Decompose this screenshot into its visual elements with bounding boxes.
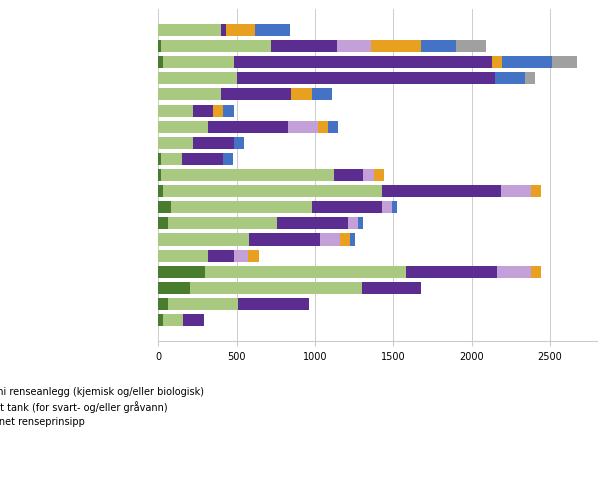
Bar [374,170,384,182]
Bar [158,314,163,326]
Bar [364,170,374,182]
Bar [158,57,163,69]
Bar [501,186,531,198]
Bar [205,266,406,278]
Bar [348,218,358,230]
Bar [288,122,318,133]
Bar [358,218,363,230]
Bar [158,234,249,246]
Bar [158,282,189,294]
Bar [237,73,495,85]
Bar [158,41,161,53]
Bar [382,186,501,198]
Bar [233,57,492,69]
Bar [167,298,238,310]
Bar [312,89,332,102]
Bar [271,41,337,53]
Bar [158,154,161,165]
Bar [552,57,577,69]
Bar [222,154,233,165]
Bar [350,234,355,246]
Bar [238,298,309,310]
Bar [318,122,328,133]
Bar [421,41,456,53]
Bar [255,25,290,37]
Bar [226,25,255,37]
Bar [525,73,535,85]
Bar [158,89,221,102]
Bar [406,266,496,278]
Bar [171,202,312,214]
Bar [193,138,233,149]
Bar [158,202,171,214]
Bar [163,186,382,198]
Legend: Direkte utslipp, Slamavskiller uten etterfiltrering, Slamavskiller med infiltras: Direkte utslipp, Slamavskiller uten ette… [0,386,203,438]
Bar [161,170,334,182]
Bar [158,298,167,310]
Bar [208,250,233,262]
Bar [496,266,531,278]
Bar [392,202,397,214]
Bar [320,234,340,246]
Bar [161,154,182,165]
Bar [158,122,208,133]
Bar [249,234,320,246]
Bar [221,25,226,37]
Bar [193,105,213,117]
Bar [158,266,205,278]
Bar [382,202,392,214]
Bar [233,138,244,149]
Bar [531,186,541,198]
Bar [182,154,222,165]
Bar [163,57,233,69]
Bar [213,105,224,117]
Bar [292,89,312,102]
Bar [189,282,362,294]
Bar [328,122,339,133]
Bar [337,41,371,53]
Bar [334,170,364,182]
Bar [158,250,208,262]
Bar [456,41,485,53]
Bar [277,218,348,230]
Bar [362,282,421,294]
Bar [312,202,382,214]
Bar [158,170,161,182]
Bar [340,234,350,246]
Bar [208,122,288,133]
Bar [163,314,183,326]
Bar [248,250,259,262]
Bar [531,266,541,278]
Bar [158,218,167,230]
Bar [492,57,502,69]
Bar [183,314,204,326]
Bar [233,250,248,262]
Bar [158,186,163,198]
Bar [158,73,237,85]
Bar [221,89,292,102]
Bar [371,41,421,53]
Bar [158,138,193,149]
Bar [161,41,271,53]
Bar [167,218,277,230]
Bar [158,25,221,37]
Bar [224,105,233,117]
Bar [158,105,193,117]
Bar [502,57,552,69]
Bar [495,73,525,85]
